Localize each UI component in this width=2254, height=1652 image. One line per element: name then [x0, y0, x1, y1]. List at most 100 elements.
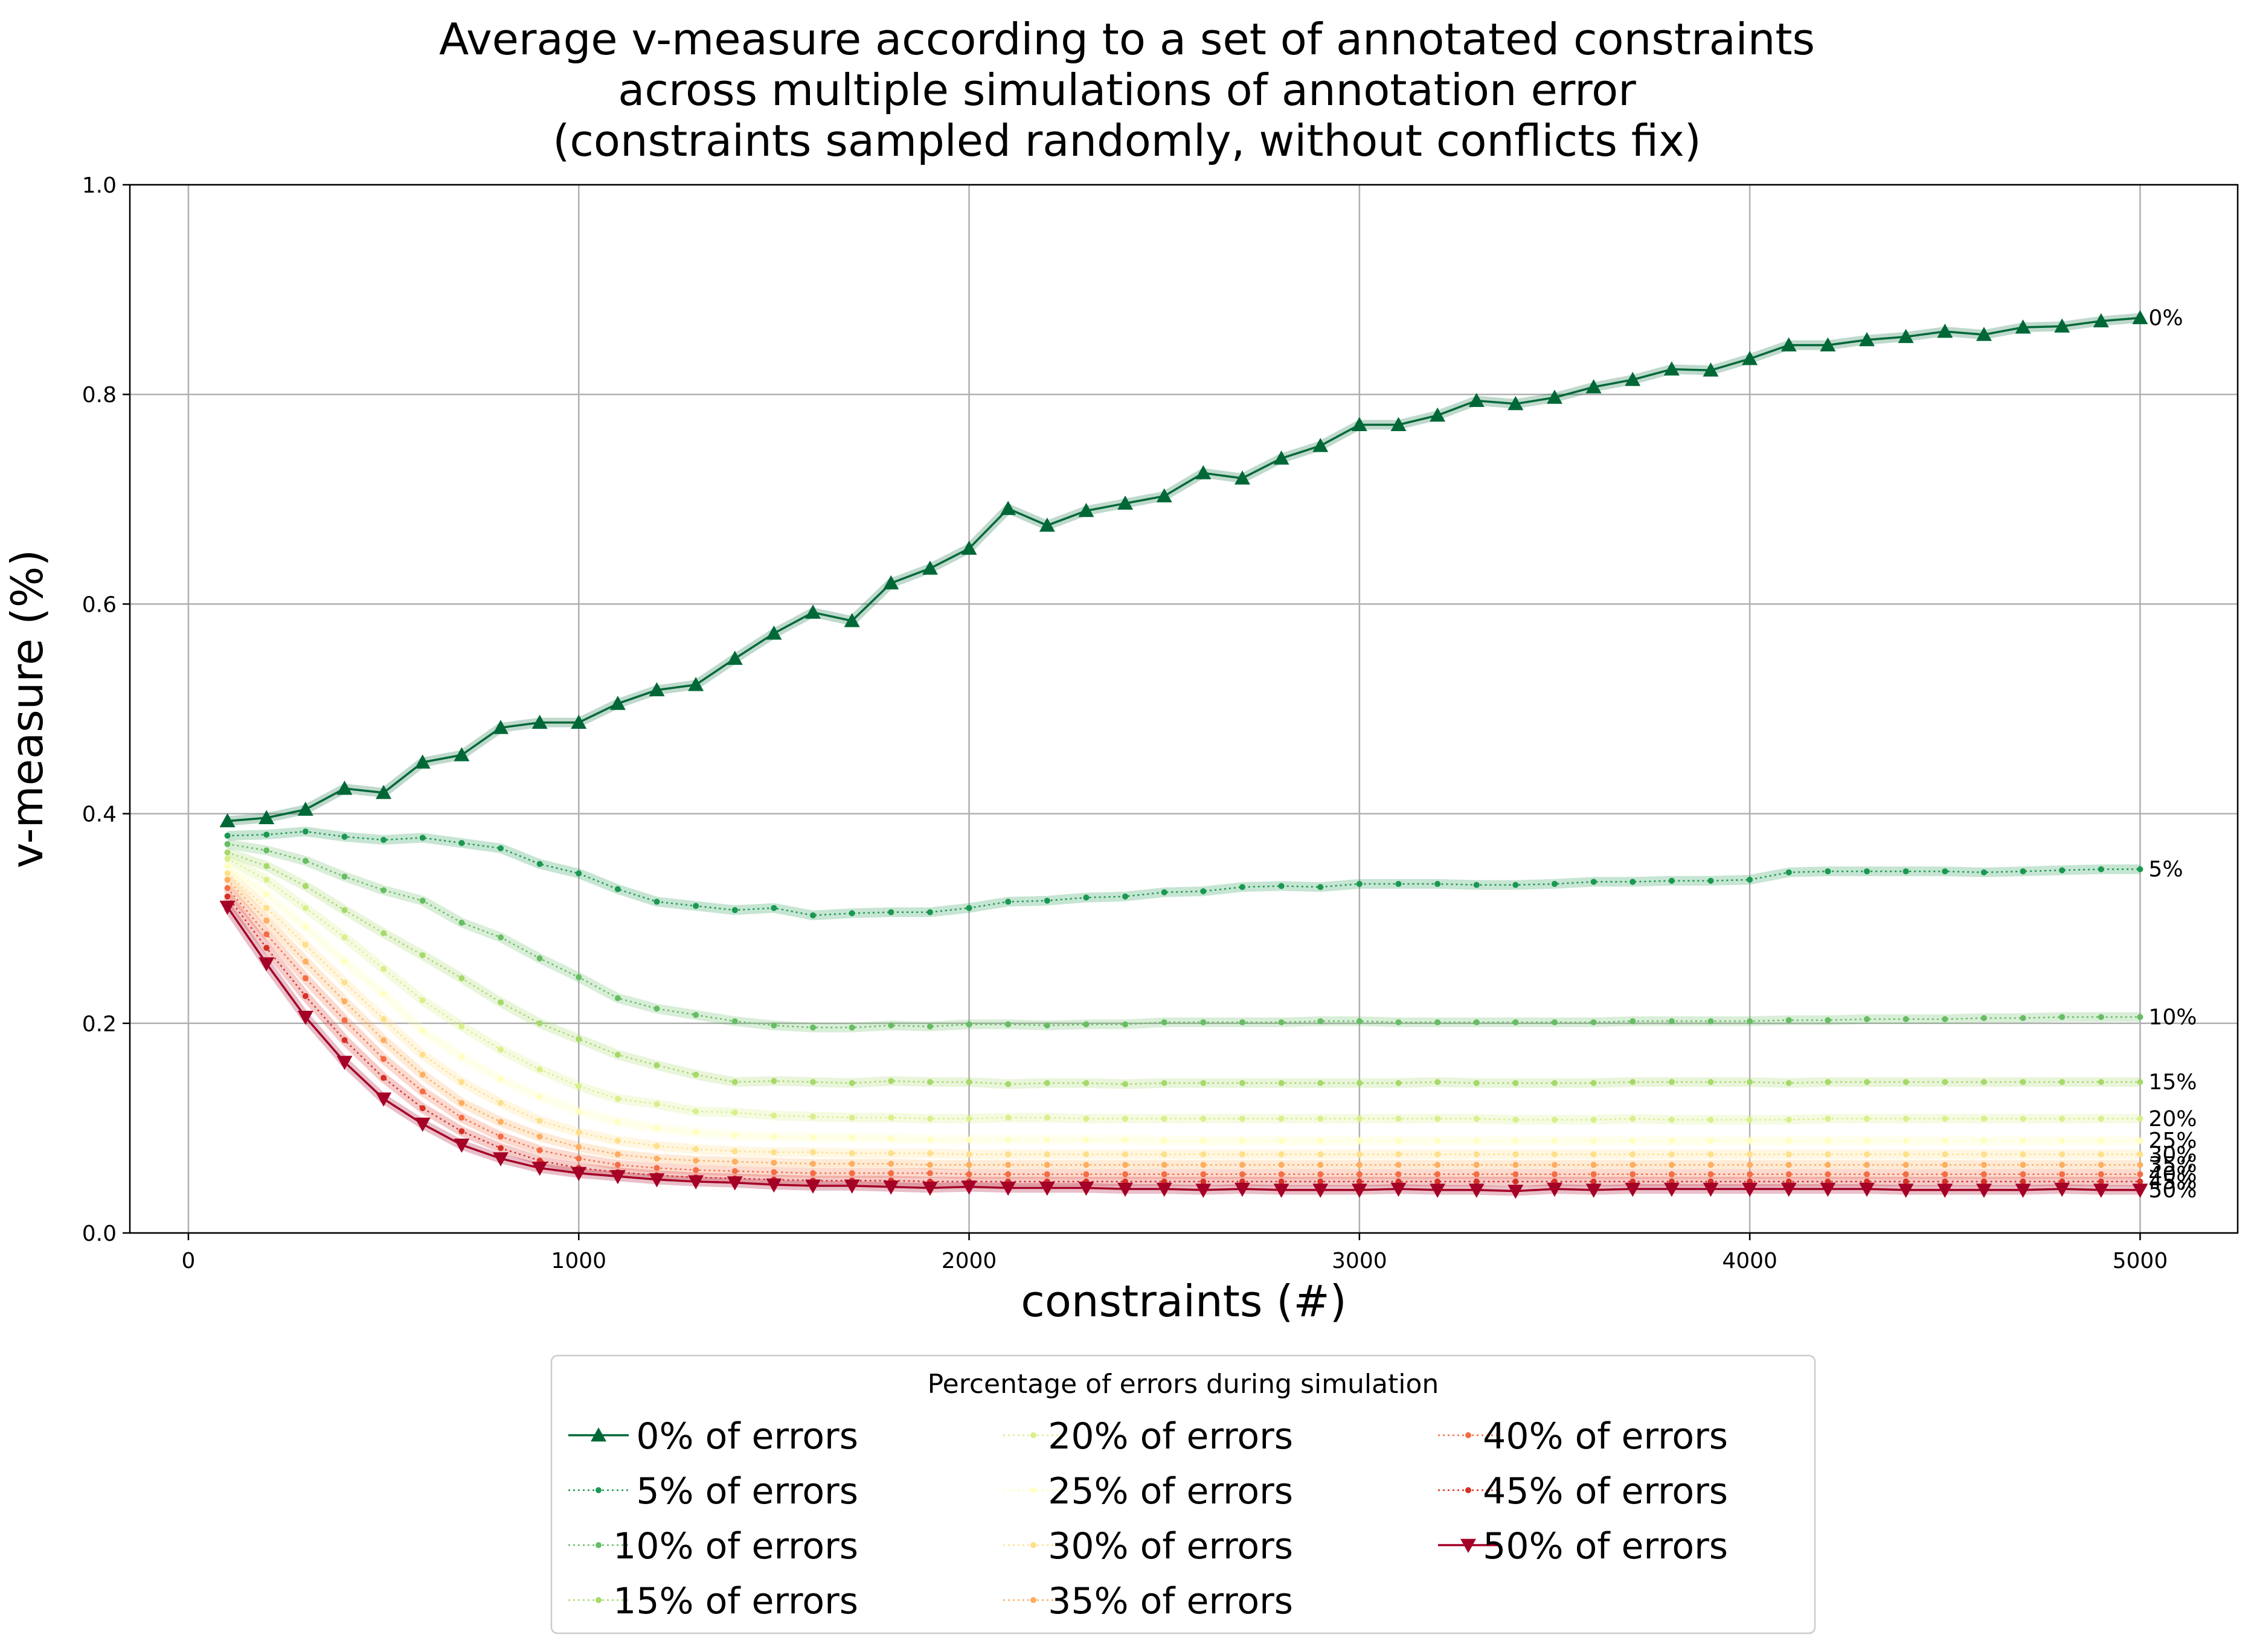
legend-label: 20% of errors [1048, 1415, 1293, 1458]
data-point [688, 677, 704, 691]
data-point [1156, 488, 1172, 502]
series-end-label: 35% [2148, 1153, 2197, 1177]
data-point [1747, 876, 1753, 883]
data-point [1000, 1181, 1016, 1196]
data-point [302, 828, 309, 835]
data-point [2137, 1162, 2143, 1168]
data-point [1859, 1182, 1875, 1197]
data-point [2020, 1138, 2026, 1144]
data-point [2132, 310, 2148, 324]
data-point [926, 1162, 933, 1168]
data-point [2020, 1171, 2026, 1177]
data-point [1239, 1171, 1245, 1177]
data-point [497, 934, 504, 941]
data-point [2059, 1115, 2066, 1122]
data-point [263, 847, 270, 854]
data-point [926, 1079, 933, 1086]
data-point [2137, 1178, 2143, 1185]
data-point [1395, 1171, 1402, 1177]
data-point [614, 1051, 621, 1058]
data-point [380, 991, 387, 997]
data-point [536, 1020, 543, 1026]
x-tick-label: 5000 [2113, 1249, 2168, 1273]
data-point [1195, 1183, 1212, 1198]
data-point [849, 1161, 855, 1167]
data-point [1473, 1171, 1480, 1177]
data-point [614, 886, 621, 892]
data-point [771, 1022, 777, 1029]
data-point [1551, 1151, 1558, 1157]
data-point [2020, 1162, 2026, 1168]
data-point [536, 1147, 543, 1153]
data-point [1785, 1080, 1792, 1086]
data-point [1551, 1162, 1558, 1168]
data-point [1785, 1138, 1792, 1144]
series-line [226, 895, 2140, 1183]
data-point [1005, 1162, 1012, 1168]
x-axis-label: constraints (#) [1021, 1276, 1347, 1327]
data-point [1585, 379, 1602, 394]
data-point [1512, 1162, 1519, 1168]
data-point [731, 1079, 738, 1086]
data-point [1044, 1115, 1050, 1121]
data-point [1980, 869, 1987, 876]
data-point [2093, 313, 2109, 328]
data-point [1825, 1151, 1831, 1157]
data-point [1512, 1151, 1519, 1157]
data-point [1239, 1019, 1245, 1026]
data-point [2098, 1162, 2104, 1168]
legend-swatch-marker [596, 1487, 602, 1493]
y-tick-label: 1.0 [82, 173, 117, 198]
data-point [1078, 502, 1094, 517]
data-point [771, 1078, 777, 1084]
data-point [1473, 882, 1480, 888]
legend-item: 5% of errors [568, 1470, 858, 1513]
data-point [263, 944, 270, 951]
data-point [1942, 1162, 1948, 1168]
data-point [1629, 1162, 1636, 1168]
data-point [2093, 1183, 2109, 1198]
legend-item: 35% of errors [1003, 1580, 1293, 1622]
data-point [1044, 1171, 1050, 1177]
legend-item: 45% of errors [1438, 1470, 1728, 1513]
data-point [1512, 1171, 1519, 1177]
data-point [1625, 1182, 1641, 1197]
data-point [1468, 1183, 1485, 1198]
data-point [614, 995, 621, 1002]
data-point [531, 1161, 548, 1176]
data-point [576, 870, 582, 877]
data-point [1239, 884, 1245, 891]
data-point [1629, 1115, 1636, 1122]
data-point [263, 904, 270, 911]
legend-swatch-marker [1465, 1487, 1471, 1493]
data-point [1473, 1178, 1480, 1185]
data-point [1273, 450, 1289, 465]
data-point [771, 904, 777, 911]
data-point [1703, 362, 1719, 377]
series-line [226, 879, 2140, 1166]
data-point [1434, 1019, 1441, 1026]
y-axis-ticks: 0.0 0.2 0.4 0.6 0.8 1.0 [82, 173, 130, 1246]
data-point [888, 1022, 894, 1029]
data-point [1395, 1080, 1402, 1086]
data-point [2015, 1183, 2031, 1198]
data-point [653, 1062, 660, 1069]
data-point [653, 1005, 660, 1012]
data-point [1078, 1181, 1094, 1196]
data-point [497, 1145, 504, 1151]
data-point [1825, 868, 1831, 875]
data-point [1317, 1080, 1324, 1086]
data-point [1942, 1178, 1948, 1185]
data-point [224, 856, 231, 862]
legend-label: 25% of errors [1048, 1470, 1293, 1513]
data-point [771, 1169, 777, 1176]
series-end-label: 50% [2148, 1178, 2197, 1203]
title-line: Average v-measure according to a set of … [439, 14, 1815, 65]
data-point [766, 1178, 782, 1193]
data-point [341, 1017, 348, 1023]
data-point [1122, 1171, 1129, 1177]
data-point [2020, 1178, 2026, 1185]
data-point [1864, 868, 1870, 875]
data-point [1434, 880, 1441, 887]
legend-label: 35% of errors [1048, 1580, 1293, 1622]
